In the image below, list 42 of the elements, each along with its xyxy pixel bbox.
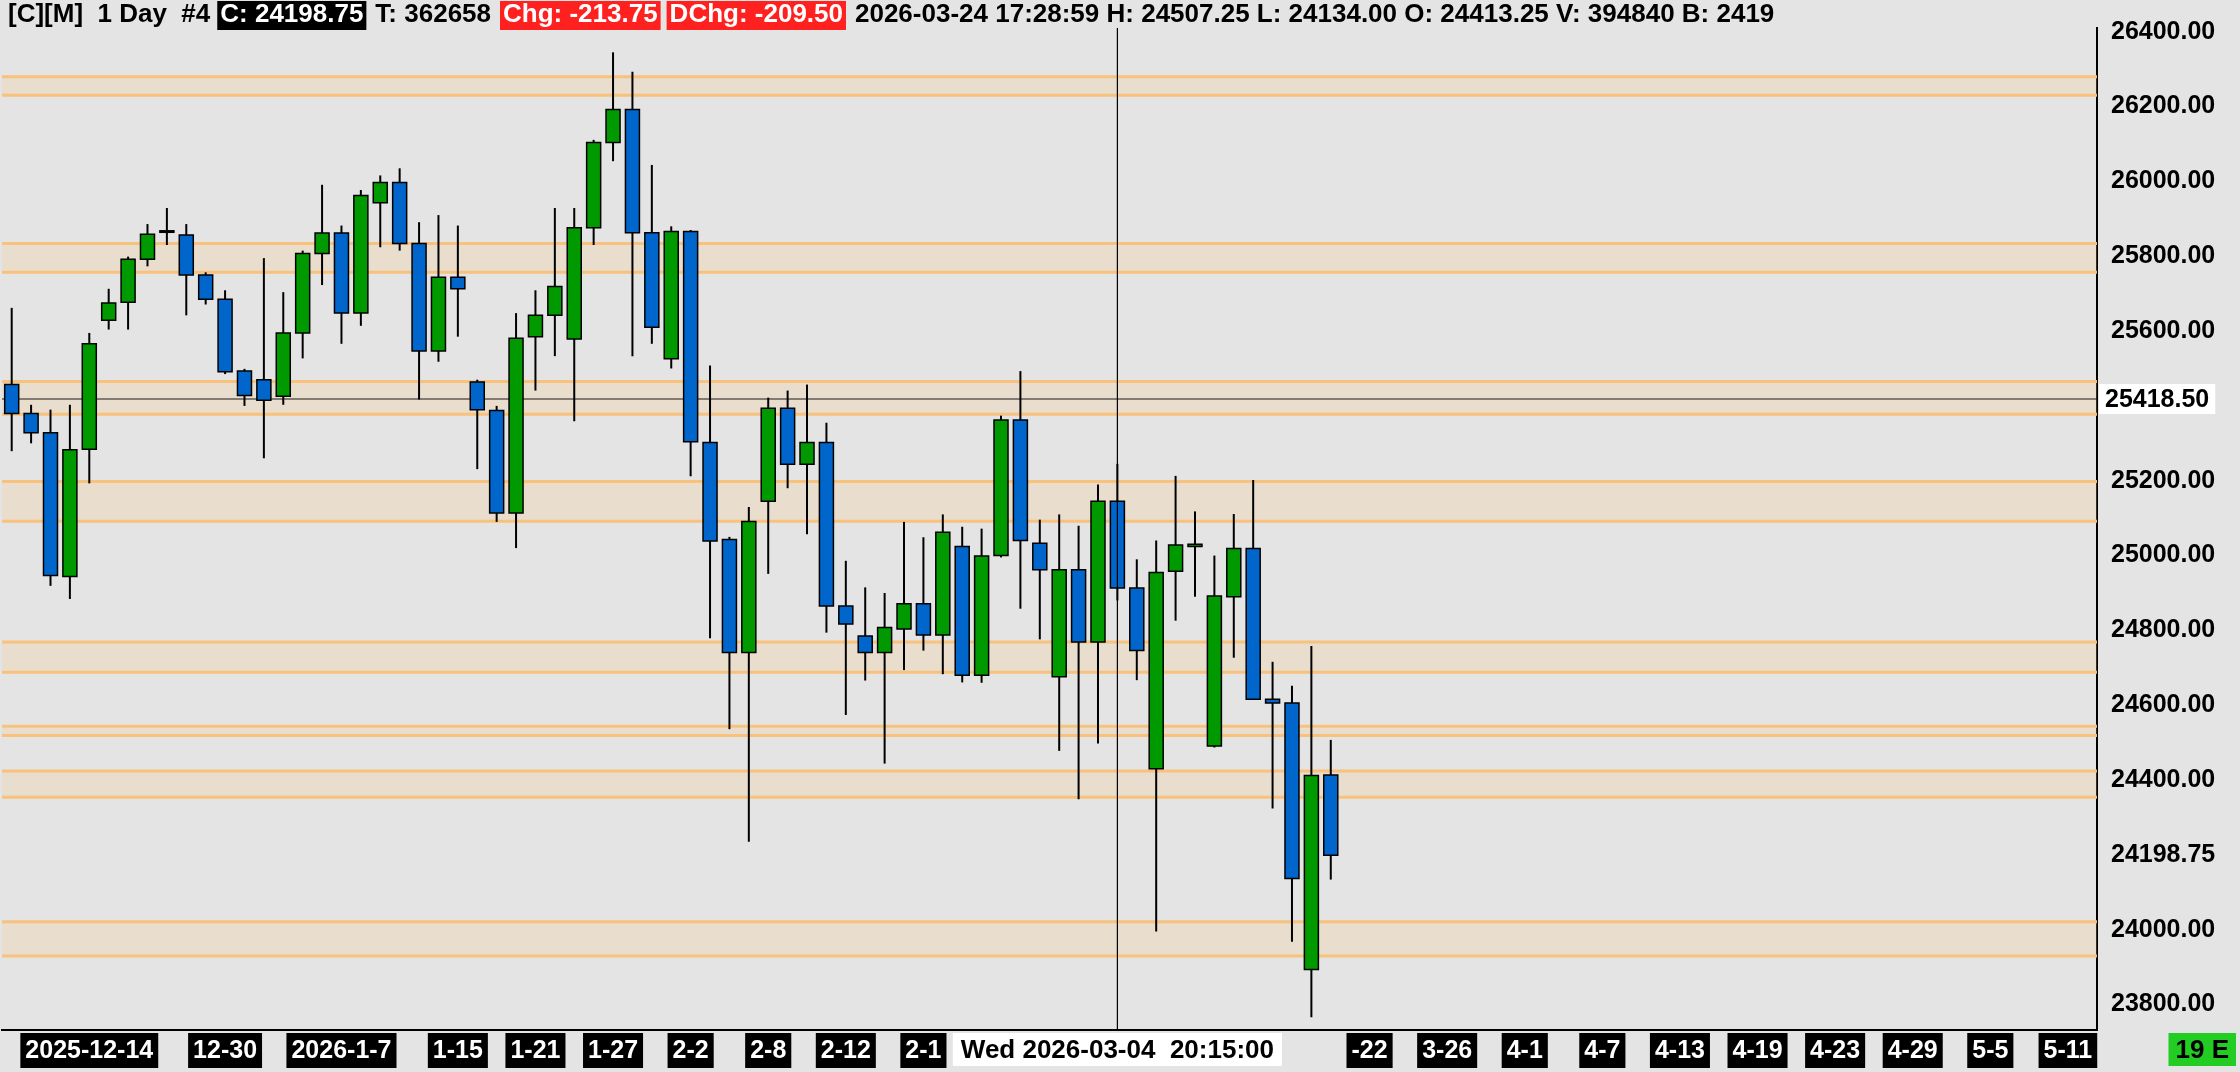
annotation: Chg: -213.75 (503, 0, 658, 29)
x-tick-label: 4-13 (1654, 1034, 1705, 1063)
x-tick-label: 2-2 (672, 1034, 709, 1063)
x-tick-label: 4-23 (1810, 1034, 1861, 1063)
x-tick-label: 2-12 (820, 1034, 871, 1063)
x-tick-label: -22 (1351, 1034, 1388, 1063)
y-tick-label: 23800.00 (2111, 988, 2216, 1017)
x-tick-label: 4-29 (1887, 1034, 1938, 1063)
y-tick-label: 25200.00 (2111, 464, 2216, 493)
text: 19 E (2175, 1034, 2230, 1065)
annotation: C: 24198.75 (220, 0, 364, 29)
x-tick-label: 2-1 (905, 1034, 942, 1063)
y-tick-label: 26000.00 (2111, 165, 2216, 194)
ref-line-label: 25418.50 (2105, 383, 2210, 412)
x-tick-label: 12-30 (193, 1034, 258, 1063)
x-tick-label: 4-19 (1732, 1034, 1783, 1063)
x-tick-label: 4-7 (1584, 1034, 1621, 1063)
y-tick-label: 24800.00 (2111, 614, 2216, 643)
annotation: DChg: -209.50 (669, 0, 843, 29)
x-tick-label: 1-27 (588, 1034, 639, 1063)
y-tick-label: 24198.75 (2111, 839, 2216, 868)
y-tick-label: 25600.00 (2111, 314, 2216, 343)
text: Wed 2026-03-04 20:15:00 (960, 1034, 1274, 1065)
annotation: T: 362658 (375, 0, 492, 29)
x-tick-label: 5-11 (2043, 1034, 2093, 1063)
x-tick-label: 1-21 (510, 1034, 561, 1063)
annotation: 2026-03-24 17:28:59 H: 24507.25 L: 24134.00 O: 24413.25 V: 394840 B: 2419 (854, 0, 1775, 29)
y-tick-label: 25800.00 (2111, 240, 2216, 269)
x-tick-label: 2-8 (750, 1034, 787, 1063)
y-tick-label: 26200.00 (2111, 90, 2216, 119)
y-tick-label: 26400.00 (2111, 15, 2216, 44)
x-tick-label: 1-15 (432, 1034, 483, 1063)
x-tick-label: 3-26 (1422, 1034, 1473, 1063)
y-tick-label: 24000.00 (2111, 913, 2216, 942)
x-tick-label: 5-5 (1972, 1034, 2009, 1063)
x-tick-label: 2025-12-14 (25, 1034, 154, 1063)
chart-title: [C][M] 1 Day #4 (8, 0, 211, 29)
y-tick-label: 24600.00 (2111, 689, 2216, 718)
x-tick-label: 4-1 (1506, 1034, 1543, 1063)
x-tick-label: 2026-1-7 (291, 1034, 392, 1063)
y-tick-label: 24400.00 (2111, 763, 2216, 792)
y-tick-label: 25000.00 (2111, 539, 2216, 568)
